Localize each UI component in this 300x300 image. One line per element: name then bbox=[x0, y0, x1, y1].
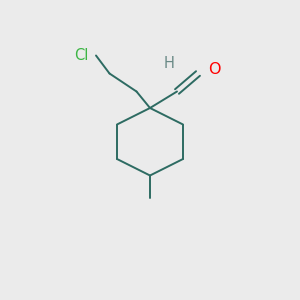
Text: O: O bbox=[208, 61, 221, 76]
Text: Cl: Cl bbox=[74, 48, 88, 63]
Text: H: H bbox=[164, 56, 175, 70]
